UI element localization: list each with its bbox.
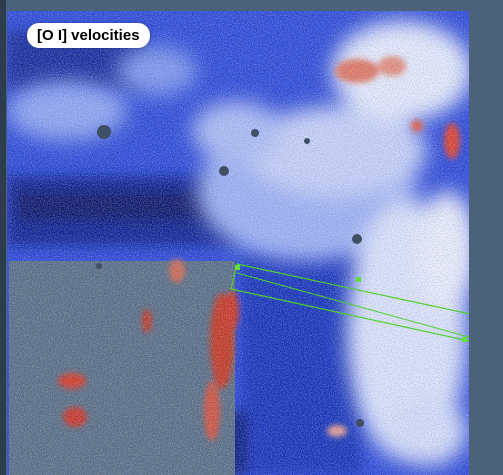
masked-stars <box>96 125 364 427</box>
slit-handle-icon[interactable] <box>235 265 240 270</box>
slit-handle-icon[interactable] <box>462 337 467 342</box>
map-title: [O I] velocities <box>27 23 150 48</box>
velocity-map[interactable] <box>7 11 469 475</box>
velocity-map-image <box>7 11 469 475</box>
speckle-dark <box>7 11 469 475</box>
slit-handle-icon[interactable] <box>356 277 361 282</box>
slit-overlay[interactable] <box>230 263 469 342</box>
slit-centerline <box>236 272 469 338</box>
left-border <box>0 0 6 475</box>
slit-outline-icon[interactable] <box>230 263 469 342</box>
